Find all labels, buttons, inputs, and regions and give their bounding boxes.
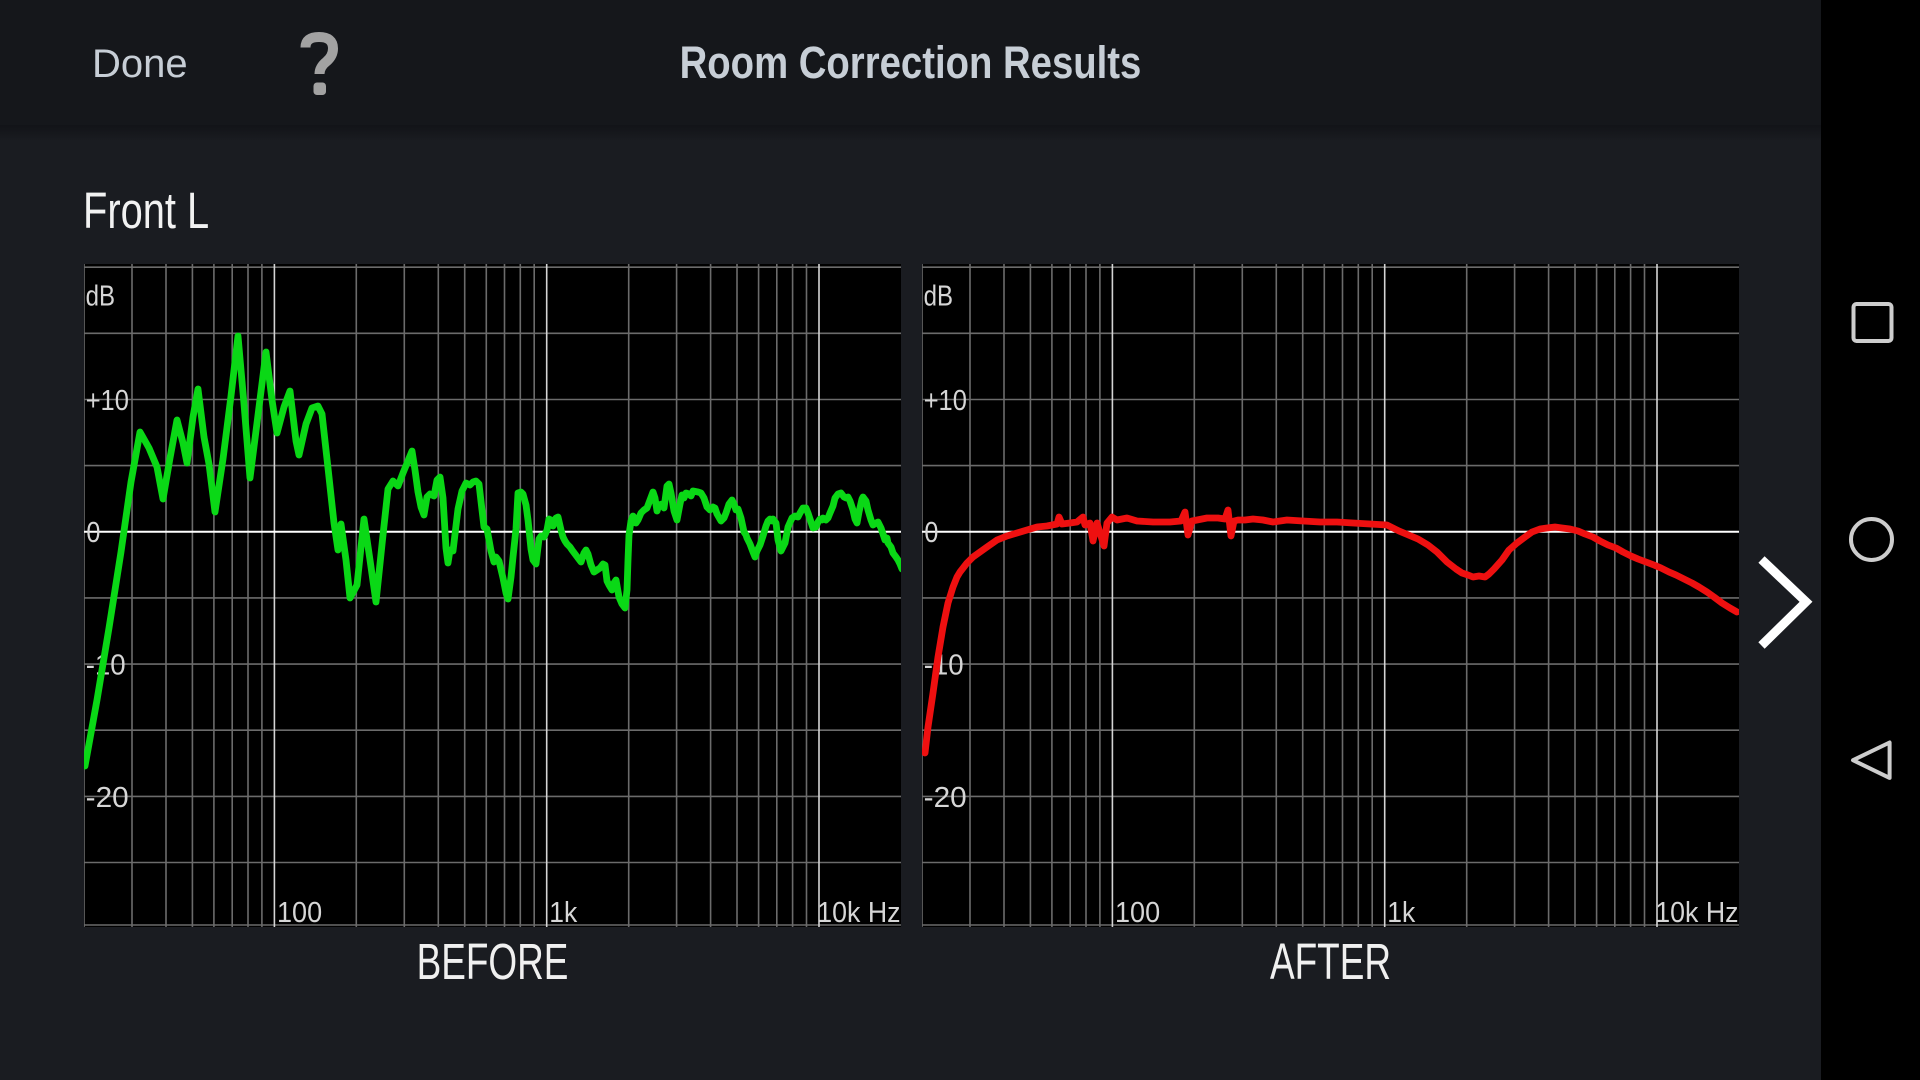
svg-text:1k: 1k [549,897,577,927]
svg-text:0: 0 [86,517,100,549]
svg-text:dB: dB [86,281,115,313]
svg-text:-10: -10 [924,650,964,682]
svg-text:100: 100 [277,897,322,927]
svg-text:-20: -20 [86,782,129,814]
svg-text:10k Hz: 10k Hz [817,897,900,927]
svg-text:10k Hz: 10k Hz [1655,897,1738,927]
svg-text:dB: dB [924,281,953,313]
svg-text:+10: +10 [86,385,129,417]
svg-text:-20: -20 [924,782,967,814]
svg-text:0: 0 [924,517,938,549]
svg-text:+10: +10 [924,385,967,417]
svg-text:100: 100 [1115,897,1160,927]
svg-text:1k: 1k [1387,897,1415,927]
